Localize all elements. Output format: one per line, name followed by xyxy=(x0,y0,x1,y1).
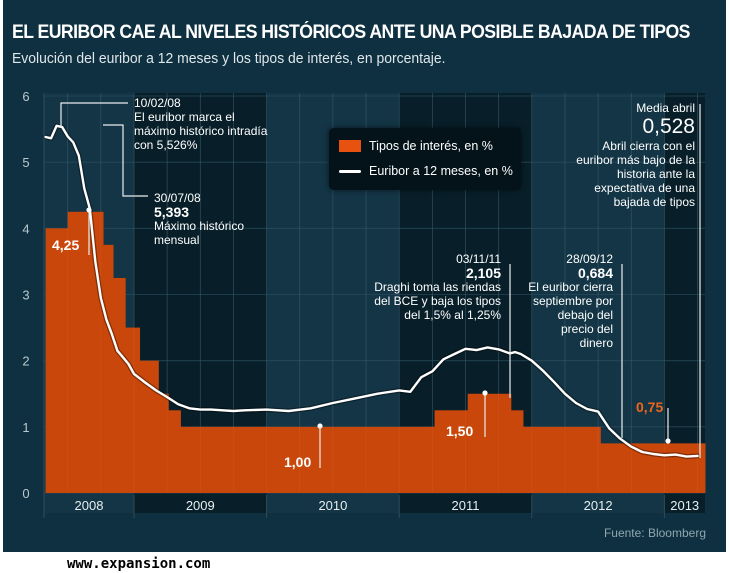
annotation-text: dinero xyxy=(579,336,613,350)
chart-subtitle: Evolución del euribor a 12 meses y los t… xyxy=(12,50,446,67)
rate-bar xyxy=(434,410,469,493)
y-tick-label: 1 xyxy=(22,420,29,435)
y-tick-label: 2 xyxy=(22,354,29,369)
annotation-text: expectativa de una xyxy=(594,181,695,195)
rate-bar xyxy=(125,327,141,493)
annotation-value: 0,528 xyxy=(642,115,695,138)
leader-10-02-08 xyxy=(60,102,128,128)
x-tick-label: 2010 xyxy=(318,498,347,513)
annotation-text: del 1,5% al 1,25% xyxy=(404,308,501,322)
annotation-text: debajo del xyxy=(557,308,613,322)
leader-30-07-08 xyxy=(103,124,148,197)
rate-bar xyxy=(139,360,159,493)
rate-bars xyxy=(45,211,706,494)
annotation-date: 03/11/11 xyxy=(456,252,501,266)
annotation-text: mensual xyxy=(154,233,200,247)
rate-marker-dot xyxy=(482,390,488,396)
annotation-text: septiembre por xyxy=(532,294,613,308)
annotation-text: Draghi toma las riendas xyxy=(374,280,501,294)
annotation-text: con 5,526% xyxy=(134,138,198,152)
x-tick-label: 2011 xyxy=(452,498,480,513)
year-band xyxy=(664,93,705,513)
annotation-text: El euribor marca el xyxy=(134,110,235,124)
annotation-date: Media abril xyxy=(636,101,695,115)
legend-swatch-rates xyxy=(339,140,361,152)
y-tick-label: 3 xyxy=(22,288,29,303)
x-tick-label: 2012 xyxy=(584,498,613,513)
rate-bar xyxy=(510,410,524,493)
x-tick-label: 2008 xyxy=(75,498,104,513)
rate-bar xyxy=(67,211,104,493)
annotation-leaders xyxy=(60,102,701,468)
y-tick-label: 6 xyxy=(22,89,29,104)
annotation-value: 5,393 xyxy=(154,204,190,220)
legend-label: Tipos de interés, en % xyxy=(369,139,493,153)
site-url: www.expansion.com xyxy=(67,556,211,572)
legend-label: Euribor a 12 meses, en % xyxy=(369,164,513,178)
annotation-text: El euribor cierra xyxy=(528,280,613,294)
rate-label-4-25: 4,25 xyxy=(52,237,80,253)
x-tick-label: 2009 xyxy=(186,498,215,513)
annotation-max-monthly: 30/07/08 5,393 Máximo histórico mensual xyxy=(154,191,244,247)
annotation-text: máximo histórico intradía xyxy=(134,124,268,138)
rate-bar xyxy=(158,393,169,493)
annotation-text: bajada de tipos xyxy=(613,195,695,209)
rate-marker-dot xyxy=(317,423,323,429)
y-tick-label: 0 xyxy=(22,486,29,501)
rate-bar xyxy=(180,426,436,493)
rate-bar xyxy=(103,244,114,493)
y-axis: 0 1 2 3 4 5 6 xyxy=(22,89,45,518)
euribor-line xyxy=(44,124,699,458)
x-axis: 2008 2009 2010 2011 2012 2013 xyxy=(75,495,699,518)
annotation-value: 0,684 xyxy=(577,265,613,281)
rate-label-1-00: 1,00 xyxy=(284,454,312,470)
chart-title: EL EURIBOR CAE AL NIVELES HISTÓRICOS ANT… xyxy=(12,22,690,43)
annotation-value: 2,105 xyxy=(465,265,501,281)
rate-bar xyxy=(168,410,181,493)
x-tick-label: 2013 xyxy=(670,498,699,513)
legend: Tipos de interés, en % Euribor a 12 mese… xyxy=(329,128,521,190)
annotation-text: Máximo histórico xyxy=(154,219,245,233)
rate-marker-dot xyxy=(86,207,92,213)
rate-bar xyxy=(467,393,512,493)
annotation-date: 28/09/12 xyxy=(566,252,613,266)
rate-marker-dot xyxy=(665,438,671,444)
rate-bar xyxy=(600,443,706,493)
source-credit: Fuente: Bloomberg xyxy=(603,526,706,540)
rate-bar xyxy=(522,426,601,493)
rate-bar xyxy=(45,228,69,494)
gridlines-over-bars xyxy=(67,93,698,493)
annotation-april-average: Media abril 0,528 Abril cierra con el eu… xyxy=(576,101,695,209)
annotation-sept-2012: 28/09/12 0,684 El euribor cierra septiem… xyxy=(528,252,613,350)
annotation-text: del BCE y baja los tipos xyxy=(374,294,501,308)
legend-item-euribor: Euribor a 12 meses, en % xyxy=(339,164,513,178)
annotation-text: Abril cierra con el xyxy=(602,139,695,153)
annotation-text: precio del xyxy=(560,322,613,336)
annotation-draghi: 03/11/11 2,105 Draghi toma las riendas d… xyxy=(374,252,501,322)
euribor-line-group xyxy=(43,123,701,460)
rate-label-1-50: 1,50 xyxy=(446,423,474,439)
annotation-text: euribor más bajo de la xyxy=(576,153,695,167)
legend-swatch-euribor xyxy=(339,169,361,173)
y-tick-label: 4 xyxy=(22,221,29,236)
annotation-max-intraday: 10/02/08 El euribor marca el máximo hist… xyxy=(134,96,267,152)
legend-item-rates: Tipos de interés, en % xyxy=(339,139,493,153)
annotation-text: historia ante la xyxy=(616,167,695,181)
rate-label-0-75: 0,75 xyxy=(636,399,664,415)
annotation-date: 30/07/08 xyxy=(154,191,201,205)
annotation-date: 10/02/08 xyxy=(134,96,181,110)
y-tick-label: 5 xyxy=(22,155,29,170)
rate-bar xyxy=(113,277,126,493)
